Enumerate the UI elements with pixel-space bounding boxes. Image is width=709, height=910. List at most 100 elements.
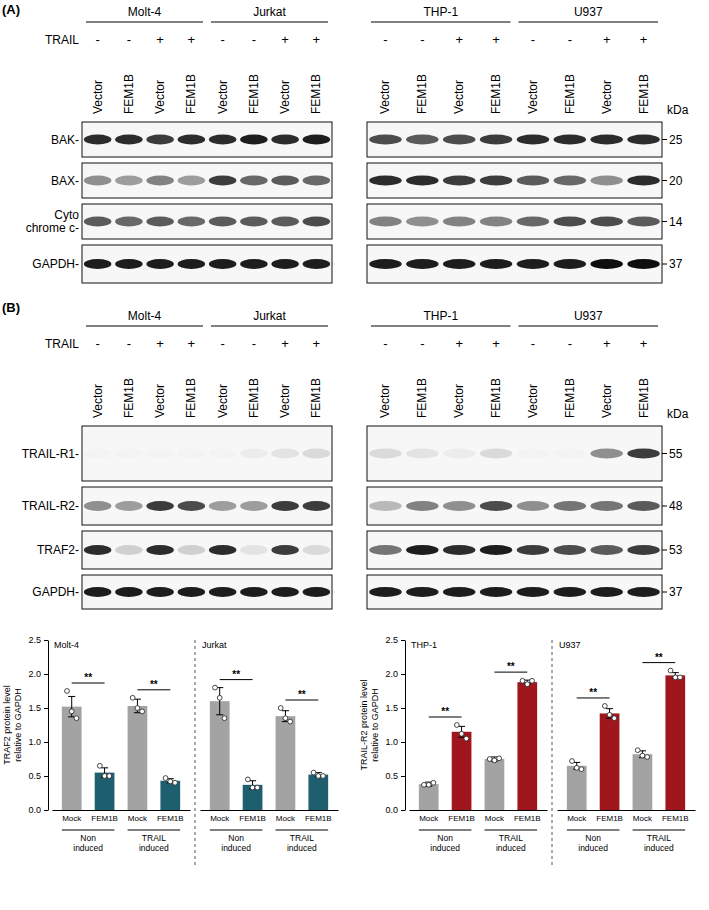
blot-band xyxy=(554,217,586,227)
treatment-sign: + xyxy=(156,32,164,47)
replicate-point xyxy=(213,685,218,690)
lane-label: Vector xyxy=(278,80,292,114)
bar xyxy=(665,675,685,810)
figure: (A)TRAILMolt-4-Vector-FEM1B+Vector+FEM1B… xyxy=(0,0,709,910)
kda-tick xyxy=(662,550,667,551)
x-tick-label: Mock xyxy=(419,814,439,823)
header-rule xyxy=(371,22,511,23)
error-bar-stem xyxy=(219,688,220,715)
bar xyxy=(633,754,653,810)
y-axis-title-line: relative to GAPDH xyxy=(13,688,23,762)
panel-letter: (A) xyxy=(2,2,20,17)
x-tick-label: Mock xyxy=(567,814,587,823)
group-label: Noninduced xyxy=(578,833,608,853)
blot-band xyxy=(146,449,174,459)
y-tick: 2.0 xyxy=(385,669,405,679)
blot-band xyxy=(115,259,143,269)
blot-band xyxy=(271,176,299,186)
cell-line-header: U937 xyxy=(574,5,603,19)
x-tick: FEM1B xyxy=(239,810,266,823)
blot-band xyxy=(406,176,438,186)
treatment-sign: - xyxy=(127,32,131,47)
replicate-point xyxy=(525,682,530,687)
blot-band xyxy=(271,545,299,555)
group-rule xyxy=(62,830,115,831)
blot-band xyxy=(271,259,299,269)
blot-band xyxy=(209,259,237,269)
lane-label: Vector xyxy=(600,384,614,418)
x-tick-label: Mock xyxy=(128,814,148,823)
blot-band xyxy=(303,176,331,186)
kda-tick xyxy=(662,592,667,593)
significance-label: ** xyxy=(441,706,449,717)
group-label-line: induced xyxy=(430,843,460,853)
blot-band xyxy=(240,501,268,511)
blot-band xyxy=(443,501,475,511)
group-label-line: Non xyxy=(437,833,453,843)
cell-line-header: THP-1 xyxy=(423,5,458,19)
blot-frame xyxy=(82,204,332,239)
blot-band xyxy=(443,545,475,555)
lane-label: Vector xyxy=(452,384,466,418)
x-tick: Mock xyxy=(128,810,148,823)
error-bar-cap xyxy=(282,710,289,711)
lane-label: FEM1B xyxy=(489,378,503,418)
lane-label: FEM1B xyxy=(415,378,429,418)
group-label: Noninduced xyxy=(73,833,103,853)
blot-band xyxy=(146,259,174,269)
treatment-sign: + xyxy=(640,336,648,351)
blot-frame xyxy=(367,426,662,481)
blot-band xyxy=(240,259,268,269)
significance-label: ** xyxy=(298,689,306,700)
group-label-line: TRAIL xyxy=(499,833,523,843)
group-label-line: TRAIL xyxy=(290,833,314,843)
lane-label: Vector xyxy=(153,80,167,114)
cell-line-header: U937 xyxy=(574,309,603,323)
replicate-point xyxy=(530,678,535,683)
x-tick-label: FEM1B xyxy=(514,814,541,823)
bar xyxy=(95,773,115,810)
replicate-point xyxy=(173,780,178,785)
lane-label: FEM1B xyxy=(489,74,503,114)
bar xyxy=(419,784,439,810)
y-tick-mark xyxy=(44,674,48,675)
blot-band xyxy=(517,587,549,597)
blot-band xyxy=(271,217,299,227)
kda-value: 53 xyxy=(669,543,683,557)
treatment-sign: - xyxy=(220,336,224,351)
y-axis-title-line: TRAF2 protein level xyxy=(2,685,12,765)
blot-band xyxy=(115,217,143,227)
replicate-point xyxy=(454,723,459,728)
replicate-point xyxy=(321,774,326,779)
y-tick: 0.0 xyxy=(385,805,405,815)
y-axis: 0.00.51.01.52.02.5 xyxy=(28,635,48,815)
blot-band xyxy=(209,545,237,555)
replicate-point xyxy=(163,776,168,781)
blot-frame xyxy=(82,575,332,609)
significance-label: ** xyxy=(150,679,158,690)
kda-value: 20 xyxy=(669,174,683,188)
blot-band xyxy=(369,217,401,227)
x-tick: Mock xyxy=(633,810,653,823)
treatment-sign: - xyxy=(420,32,424,47)
lane-label: FEM1B xyxy=(563,378,577,418)
replicate-point xyxy=(426,782,431,787)
blot-band xyxy=(84,135,112,145)
row-label: BAK- xyxy=(51,133,79,147)
y-axis: 0.00.51.01.52.02.5 xyxy=(385,635,405,815)
replicate-point xyxy=(422,782,427,787)
replicate-point xyxy=(602,704,607,709)
y-tick: 2.5 xyxy=(385,635,405,645)
blot-band xyxy=(517,501,549,511)
row-label: TRAIL-R1- xyxy=(22,447,79,461)
lane-label: FEM1B xyxy=(184,74,198,114)
replicate-point xyxy=(607,712,612,717)
blot-band xyxy=(240,135,268,145)
blot-band xyxy=(406,587,438,597)
y-tick-mark xyxy=(401,742,405,743)
blot-band xyxy=(590,176,622,186)
replicate-point xyxy=(97,763,102,768)
group-label-line: induced xyxy=(73,843,103,853)
blot-band xyxy=(480,259,512,269)
x-tick: FEM1B xyxy=(91,810,118,823)
